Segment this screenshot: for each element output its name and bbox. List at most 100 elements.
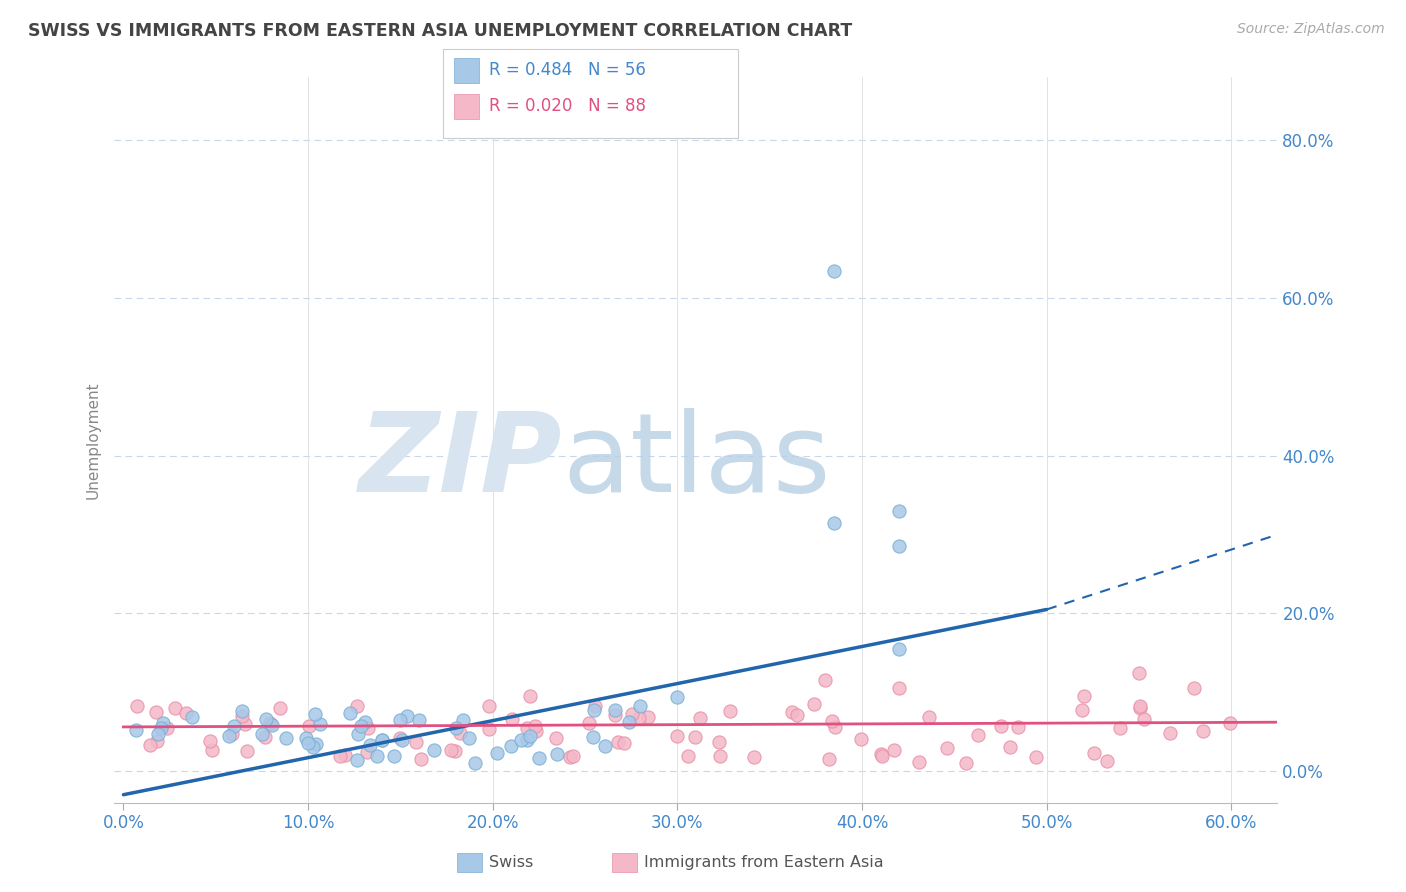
Point	[1129, 701, 1152, 715]
Point	[346, 727, 368, 741]
Point	[200, 734, 222, 748]
Point	[621, 706, 644, 721]
Point	[221, 727, 243, 741]
Point	[578, 715, 600, 730]
Text: R = 0.484   N = 56: R = 0.484 N = 56	[489, 62, 647, 79]
Point	[295, 731, 318, 745]
Point	[718, 704, 741, 718]
Point	[335, 747, 357, 762]
Point	[156, 721, 179, 735]
Point	[516, 733, 538, 747]
Y-axis label: Unemployment: Unemployment	[86, 381, 100, 499]
Point	[907, 756, 929, 770]
Point	[546, 747, 568, 761]
Point	[628, 699, 651, 714]
Point	[408, 714, 430, 728]
Text: R = 0.020   N = 88: R = 0.020 N = 88	[489, 97, 647, 115]
Point	[201, 743, 224, 757]
Point	[464, 756, 486, 770]
Point	[329, 749, 352, 764]
Point	[389, 731, 412, 746]
Point	[139, 739, 162, 753]
Point	[405, 735, 427, 749]
Point	[1132, 712, 1154, 726]
Point	[371, 733, 394, 747]
Point	[356, 745, 378, 759]
Point	[443, 744, 465, 758]
Point	[683, 731, 706, 745]
Point	[742, 750, 765, 764]
Point	[821, 714, 844, 728]
Point	[803, 698, 825, 712]
Point	[887, 641, 910, 656]
Point	[259, 716, 281, 731]
Point	[883, 742, 905, 756]
Point	[439, 743, 461, 757]
Point	[817, 751, 839, 765]
Text: Swiss: Swiss	[489, 855, 533, 870]
Point	[998, 740, 1021, 755]
Point	[1182, 681, 1205, 696]
Point	[936, 741, 959, 756]
Point	[823, 516, 845, 530]
Point	[253, 731, 276, 745]
Point	[222, 718, 245, 732]
Point	[676, 749, 699, 764]
Point	[870, 747, 893, 761]
Point	[582, 703, 605, 717]
Point	[593, 739, 616, 753]
Point	[523, 719, 546, 733]
Point	[519, 729, 541, 743]
Point	[411, 752, 433, 766]
Point	[1109, 721, 1132, 735]
Point	[149, 721, 172, 735]
Point	[350, 719, 373, 733]
Point	[887, 540, 910, 554]
Point	[603, 703, 626, 717]
Point	[544, 731, 567, 745]
Point	[1083, 747, 1105, 761]
Point	[1025, 750, 1047, 764]
Point	[1071, 703, 1094, 717]
Text: Immigrants from Eastern Asia: Immigrants from Eastern Asia	[644, 855, 883, 870]
Point	[870, 749, 893, 764]
Point	[304, 707, 326, 722]
Point	[519, 689, 541, 703]
Point	[250, 727, 273, 741]
Point	[1159, 725, 1181, 739]
Point	[274, 731, 297, 746]
Point	[354, 715, 377, 730]
Point	[371, 732, 394, 747]
Point	[582, 730, 605, 744]
Point	[605, 708, 627, 723]
Point	[990, 719, 1012, 733]
Point	[606, 734, 628, 748]
Point	[231, 709, 253, 723]
Point	[583, 698, 606, 713]
Point	[233, 716, 256, 731]
Point	[1219, 716, 1241, 731]
Point	[346, 698, 368, 713]
Point	[1095, 754, 1118, 768]
Point	[458, 731, 481, 745]
Point	[359, 739, 381, 753]
Point	[366, 748, 388, 763]
Point	[955, 756, 977, 770]
Point	[1128, 665, 1150, 680]
Point	[301, 739, 323, 754]
Point	[146, 727, 169, 741]
Point	[665, 729, 688, 743]
Point	[814, 673, 837, 688]
Point	[1129, 698, 1152, 713]
Point	[823, 263, 845, 277]
Point	[145, 706, 167, 720]
Point	[231, 704, 253, 718]
Point	[125, 698, 148, 713]
Point	[689, 711, 711, 725]
Point	[146, 734, 169, 748]
Point	[707, 734, 730, 748]
Point	[269, 700, 291, 714]
Point	[824, 720, 846, 734]
Point	[1073, 689, 1095, 703]
Point	[509, 733, 531, 747]
